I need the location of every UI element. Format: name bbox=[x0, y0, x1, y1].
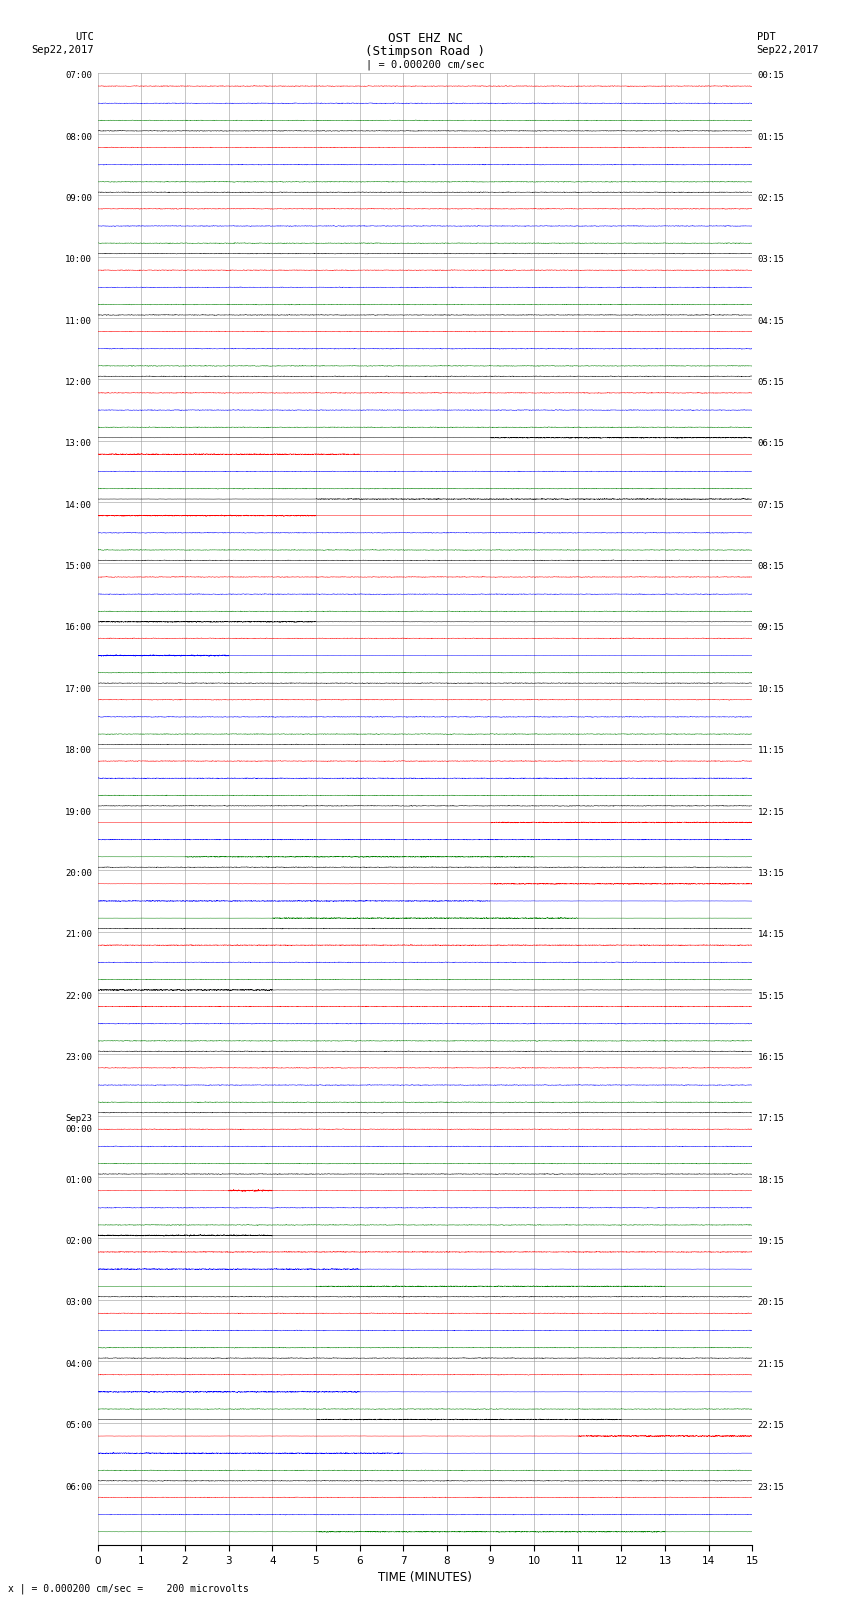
Text: 08:00: 08:00 bbox=[65, 132, 92, 142]
Text: 08:15: 08:15 bbox=[758, 561, 785, 571]
Text: Sep22,2017: Sep22,2017 bbox=[31, 45, 94, 55]
Text: 23:15: 23:15 bbox=[758, 1482, 785, 1492]
Text: 22:00: 22:00 bbox=[65, 992, 92, 1000]
Text: 07:15: 07:15 bbox=[758, 500, 785, 510]
Text: 17:00: 17:00 bbox=[65, 686, 92, 694]
Text: 23:00: 23:00 bbox=[65, 1053, 92, 1061]
Text: 14:15: 14:15 bbox=[758, 931, 785, 939]
Text: (Stimpson Road ): (Stimpson Road ) bbox=[365, 45, 485, 58]
Text: | = 0.000200 cm/sec: | = 0.000200 cm/sec bbox=[366, 60, 484, 71]
Text: 21:15: 21:15 bbox=[758, 1360, 785, 1369]
Text: 12:00: 12:00 bbox=[65, 377, 92, 387]
Text: 16:00: 16:00 bbox=[65, 624, 92, 632]
Text: 05:00: 05:00 bbox=[65, 1421, 92, 1431]
Text: 22:15: 22:15 bbox=[758, 1421, 785, 1431]
Text: 03:15: 03:15 bbox=[758, 255, 785, 265]
Text: 15:00: 15:00 bbox=[65, 561, 92, 571]
Text: 00:15: 00:15 bbox=[758, 71, 785, 81]
Text: 14:00: 14:00 bbox=[65, 500, 92, 510]
Text: Sep22,2017: Sep22,2017 bbox=[756, 45, 819, 55]
Text: 21:00: 21:00 bbox=[65, 931, 92, 939]
Text: 13:15: 13:15 bbox=[758, 869, 785, 877]
Text: 09:00: 09:00 bbox=[65, 194, 92, 203]
Text: 15:15: 15:15 bbox=[758, 992, 785, 1000]
Text: 01:00: 01:00 bbox=[65, 1176, 92, 1184]
Text: 05:15: 05:15 bbox=[758, 377, 785, 387]
Text: 06:00: 06:00 bbox=[65, 1482, 92, 1492]
Text: 11:15: 11:15 bbox=[758, 747, 785, 755]
Text: 02:15: 02:15 bbox=[758, 194, 785, 203]
Text: 19:15: 19:15 bbox=[758, 1237, 785, 1247]
Text: 20:15: 20:15 bbox=[758, 1298, 785, 1308]
Text: 13:00: 13:00 bbox=[65, 439, 92, 448]
Text: 12:15: 12:15 bbox=[758, 808, 785, 816]
Text: 20:00: 20:00 bbox=[65, 869, 92, 877]
Text: 07:00: 07:00 bbox=[65, 71, 92, 81]
Text: 04:15: 04:15 bbox=[758, 316, 785, 326]
Text: OST EHZ NC: OST EHZ NC bbox=[388, 32, 462, 45]
Text: 06:15: 06:15 bbox=[758, 439, 785, 448]
Text: Sep23
00:00: Sep23 00:00 bbox=[65, 1115, 92, 1134]
Text: 04:00: 04:00 bbox=[65, 1360, 92, 1369]
Text: 16:15: 16:15 bbox=[758, 1053, 785, 1061]
Text: 10:00: 10:00 bbox=[65, 255, 92, 265]
Text: 18:00: 18:00 bbox=[65, 747, 92, 755]
Text: 10:15: 10:15 bbox=[758, 686, 785, 694]
Text: 03:00: 03:00 bbox=[65, 1298, 92, 1308]
Text: 02:00: 02:00 bbox=[65, 1237, 92, 1247]
Text: 09:15: 09:15 bbox=[758, 624, 785, 632]
Text: UTC: UTC bbox=[75, 32, 94, 42]
Text: 01:15: 01:15 bbox=[758, 132, 785, 142]
Text: 17:15: 17:15 bbox=[758, 1115, 785, 1123]
Text: 18:15: 18:15 bbox=[758, 1176, 785, 1184]
Text: 19:00: 19:00 bbox=[65, 808, 92, 816]
Text: 11:00: 11:00 bbox=[65, 316, 92, 326]
Text: x | = 0.000200 cm/sec =    200 microvolts: x | = 0.000200 cm/sec = 200 microvolts bbox=[8, 1582, 249, 1594]
Text: PDT: PDT bbox=[756, 32, 775, 42]
X-axis label: TIME (MINUTES): TIME (MINUTES) bbox=[378, 1571, 472, 1584]
